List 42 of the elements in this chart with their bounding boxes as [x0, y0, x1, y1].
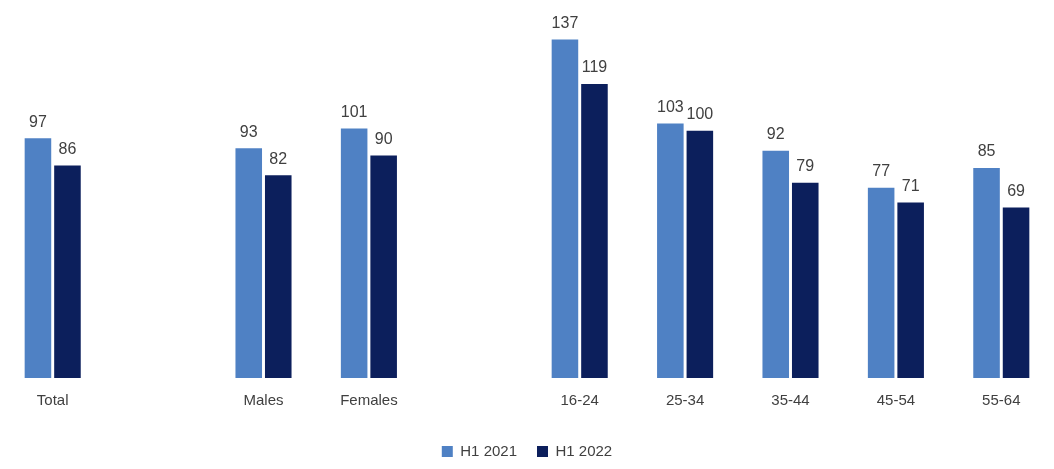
x-tick-label: Total	[36, 391, 69, 409]
data-label: 86	[58, 139, 77, 157]
data-label: 69	[1007, 181, 1026, 199]
bar	[264, 175, 292, 378]
legend-label: H1 2021	[460, 441, 518, 459]
legend-label: H1 2022	[555, 441, 613, 459]
data-label: 79	[796, 157, 815, 175]
x-tick-label: 16-24	[560, 391, 599, 409]
bar	[340, 128, 368, 378]
data-label: 97	[29, 112, 47, 130]
bar	[1002, 207, 1030, 378]
data-label: 93	[239, 122, 258, 140]
bar	[54, 165, 81, 378]
bar	[551, 39, 579, 378]
data-label: 82	[269, 149, 288, 167]
bar	[657, 123, 684, 378]
data-label: 137	[551, 13, 579, 31]
x-tick-label: 35-44	[771, 391, 810, 409]
bar	[762, 150, 790, 378]
bar	[897, 202, 924, 378]
bar	[235, 148, 263, 378]
bar	[24, 138, 52, 378]
data-label: 92	[766, 125, 785, 143]
data-label: 103	[656, 97, 684, 115]
data-label: 90	[374, 129, 393, 147]
x-tick-label: 45-54	[876, 391, 916, 409]
data-label: 119	[581, 58, 608, 76]
data-label: 100	[686, 105, 714, 123]
data-label: 77	[872, 162, 891, 180]
data-label: 85	[977, 142, 996, 160]
data-label: 101	[340, 102, 368, 120]
x-tick-label: 55-64	[982, 391, 1021, 409]
bar	[370, 155, 397, 378]
bar	[791, 182, 819, 378]
bar	[867, 187, 895, 378]
data-label: 71	[901, 176, 920, 194]
bar	[973, 167, 1000, 378]
x-tick-label: Males	[243, 391, 284, 409]
x-tick-label: Females	[340, 391, 398, 409]
bar	[686, 130, 714, 378]
bar	[581, 83, 608, 378]
x-tick-label: 25-34	[665, 391, 705, 409]
